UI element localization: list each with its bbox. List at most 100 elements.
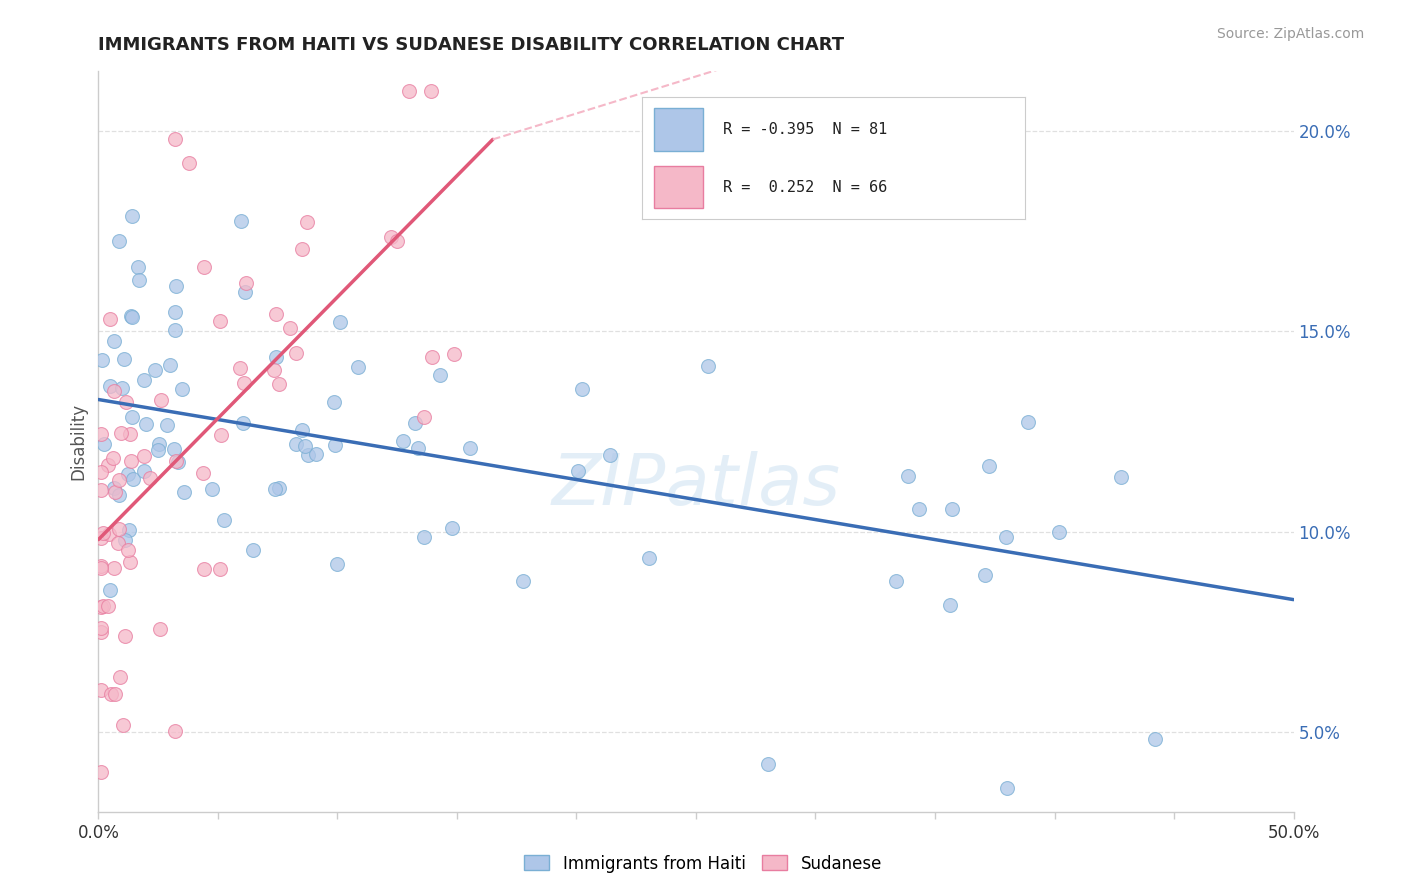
Point xyxy=(908,502,931,516)
Point xyxy=(110,426,132,441)
Point xyxy=(132,373,155,387)
Point xyxy=(229,214,252,228)
Point xyxy=(420,84,443,98)
Point xyxy=(90,531,112,545)
Point xyxy=(120,427,142,442)
Point xyxy=(322,394,344,409)
Point xyxy=(429,368,451,382)
Point xyxy=(264,483,287,497)
Point xyxy=(90,683,112,698)
Point xyxy=(103,334,125,348)
Point xyxy=(191,466,214,480)
Point xyxy=(329,315,352,329)
Point xyxy=(420,350,443,364)
Point xyxy=(98,527,121,541)
Point xyxy=(104,687,127,701)
Point xyxy=(100,687,122,701)
Point xyxy=(297,214,319,228)
Point xyxy=(1111,470,1133,484)
Point xyxy=(128,273,150,287)
Point xyxy=(90,600,112,615)
Point xyxy=(404,416,426,430)
Point xyxy=(264,307,287,321)
Point xyxy=(380,230,402,244)
Point xyxy=(412,530,434,544)
Point xyxy=(638,551,661,566)
Point xyxy=(90,624,112,639)
Point xyxy=(163,724,186,739)
Point xyxy=(233,285,256,300)
Point xyxy=(104,485,127,500)
Point xyxy=(212,513,235,527)
Point xyxy=(122,472,145,486)
Point xyxy=(441,521,464,535)
Point xyxy=(697,359,720,373)
Point xyxy=(512,574,534,588)
Point xyxy=(939,598,962,612)
Point xyxy=(278,321,301,335)
Point xyxy=(387,234,409,248)
Point xyxy=(121,310,143,324)
Point xyxy=(96,599,118,614)
Point xyxy=(941,502,963,516)
Point xyxy=(114,533,136,548)
Legend: Immigrants from Haiti, Sudanese: Immigrants from Haiti, Sudanese xyxy=(517,848,889,880)
Point xyxy=(149,623,172,637)
Point xyxy=(103,384,125,398)
Point xyxy=(200,482,222,496)
Point xyxy=(163,442,186,457)
Point xyxy=(132,464,155,478)
Point xyxy=(173,485,195,500)
Point xyxy=(97,458,120,472)
Point xyxy=(107,473,129,487)
Point xyxy=(108,670,131,684)
Point xyxy=(135,417,157,431)
Point xyxy=(139,470,162,484)
Point xyxy=(163,305,186,319)
Point xyxy=(167,455,190,469)
Point xyxy=(159,359,181,373)
Point xyxy=(291,423,314,437)
Point xyxy=(114,628,136,642)
Point xyxy=(90,427,112,442)
Point xyxy=(235,276,257,290)
Point xyxy=(398,84,420,98)
Point xyxy=(209,428,232,442)
Point xyxy=(756,756,779,771)
Point xyxy=(103,450,125,465)
Point xyxy=(571,382,593,396)
Point xyxy=(134,450,156,464)
Point xyxy=(120,309,142,323)
Point xyxy=(165,454,187,468)
Point xyxy=(100,378,122,392)
Point xyxy=(107,535,129,549)
Point xyxy=(163,132,186,146)
Point xyxy=(994,530,1017,544)
Text: ZIPatlas: ZIPatlas xyxy=(551,451,841,520)
Point xyxy=(1047,525,1070,540)
Point xyxy=(103,561,125,575)
Point xyxy=(267,377,290,392)
Point xyxy=(115,395,138,409)
Text: IMMIGRANTS FROM HAITI VS SUDANESE DISABILITY CORRELATION CHART: IMMIGRANTS FROM HAITI VS SUDANESE DISABI… xyxy=(98,36,845,54)
Point xyxy=(232,417,254,431)
Point xyxy=(118,523,141,537)
Point xyxy=(1017,415,1039,429)
Point xyxy=(91,352,114,367)
Point xyxy=(90,561,112,575)
Point xyxy=(284,346,307,360)
Point xyxy=(443,347,465,361)
Point xyxy=(91,526,114,541)
Point xyxy=(347,359,370,374)
Point xyxy=(458,441,481,455)
Point xyxy=(90,465,112,479)
Point xyxy=(117,543,139,558)
Point xyxy=(149,393,172,408)
Point xyxy=(111,381,134,395)
Point xyxy=(209,314,232,328)
Point xyxy=(323,438,346,452)
Point xyxy=(98,583,121,598)
Point xyxy=(121,209,143,223)
Point xyxy=(229,360,252,375)
Point xyxy=(1144,731,1167,746)
